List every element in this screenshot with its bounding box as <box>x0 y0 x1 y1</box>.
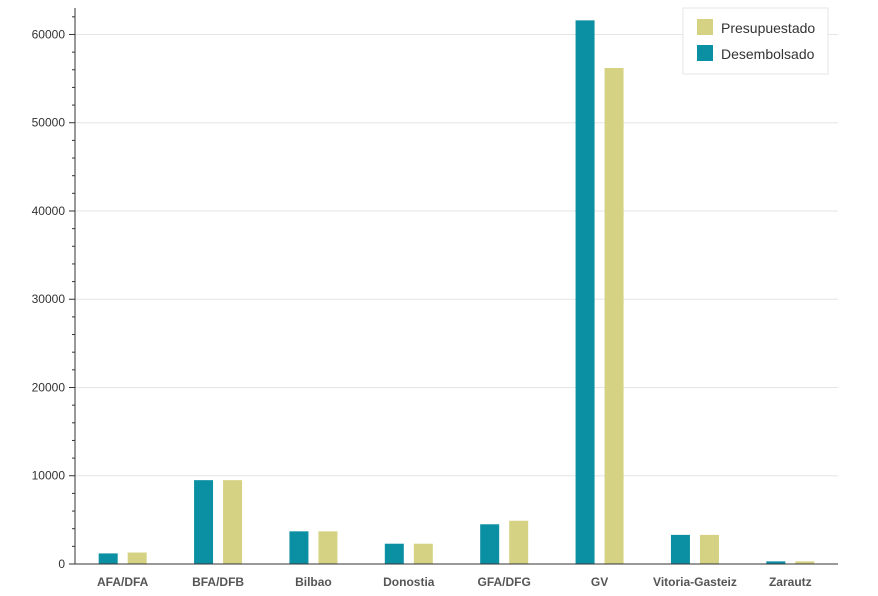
legend-swatch-presupuestado <box>697 19 713 35</box>
bar-presupuestado-bilbao <box>318 531 338 564</box>
y-tick-label: 60000 <box>32 27 66 41</box>
legend-swatch-desembolsado <box>697 45 713 61</box>
x-tick-label-donostia: Donostia <box>383 575 435 589</box>
x-tick-label-zarautz: Zarautz <box>769 575 812 589</box>
bar-desembolsado-zarautz <box>766 561 786 564</box>
bar-desembolsado-bfa-dfb <box>194 480 214 564</box>
legend-box <box>682 7 829 75</box>
x-tick-label-gv: GV <box>591 575 608 589</box>
x-tick-label-bfa-dfb: BFA/DFB <box>192 575 244 589</box>
x-tick-label-bilbao: Bilbao <box>295 575 332 589</box>
axes <box>74 8 838 565</box>
bars <box>98 20 815 565</box>
x-tick-label-vitoria-gasteiz: Vitoria-Gasteiz <box>653 575 737 589</box>
y-tick-label: 40000 <box>32 204 66 218</box>
bar-presupuestado-bfa-dfb <box>223 480 243 564</box>
legend-label-desembolsado: Desembolsado <box>721 46 815 62</box>
y-tick-label: 30000 <box>32 292 66 306</box>
bar-presupuestado-zarautz <box>795 561 815 564</box>
bar-desembolsado-gv <box>575 20 595 565</box>
bar-presupuestado-donostia <box>413 543 433 564</box>
bar-presupuestado-gv <box>604 68 624 564</box>
y-tick-label: 0 <box>58 557 65 571</box>
bar-desembolsado-bilbao <box>289 531 309 564</box>
bar-presupuestado-afa-dfa <box>127 552 147 564</box>
y-tick-label: 20000 <box>32 380 66 394</box>
x-axis-category-labels: AFA/DFA BFA/DFB Bilbao Donostia GFA/DFG GV Vit… <box>97 575 812 589</box>
y-axis-ticks: 0 10000 20000 30000 40000 50000 60000 <box>32 16 75 571</box>
x-tick-label-afa-dfa: AFA/DFA <box>97 575 149 589</box>
bar-presupuestado-vitoria-gasteiz <box>699 534 719 564</box>
bar-desembolsado-afa-dfa <box>98 553 118 564</box>
bar-desembolsado-gfa-dfg <box>480 524 500 564</box>
bar-presupuestado-gfa-dfg <box>509 520 529 564</box>
y-tick-label: 10000 <box>32 469 66 483</box>
x-tick-label-gfa-dfg: GFA/DFG <box>478 575 531 589</box>
gridlines <box>75 33 838 477</box>
bar-desembolsado-vitoria-gasteiz <box>670 534 690 564</box>
y-tick-label: 50000 <box>32 116 66 130</box>
legend-label-presupuestado: Presupuestado <box>721 20 815 36</box>
bar-desembolsado-donostia <box>384 543 404 564</box>
legend: Presupuestado Desembolsado <box>682 7 829 75</box>
